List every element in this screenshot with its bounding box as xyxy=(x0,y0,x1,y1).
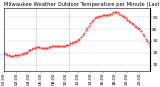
Text: Milwaukee Weather Outdoor Temperature per Minute (Last 24 Hours): Milwaukee Weather Outdoor Temperature pe… xyxy=(4,2,160,7)
